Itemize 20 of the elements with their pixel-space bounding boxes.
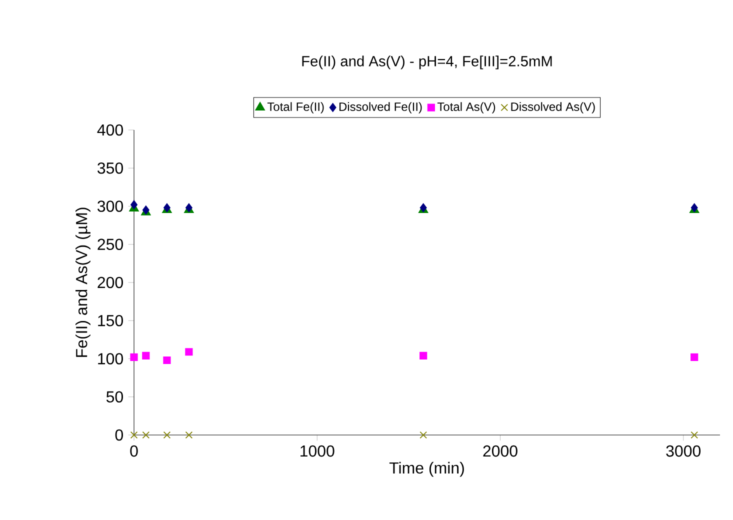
y-tick-label: 400 [97,124,123,136]
y-axis-title: Fe(II) and As(V) (µM) [76,208,90,357]
x-tick-label: 1000 [300,445,334,457]
y-tick-label: 200 [98,276,123,288]
legend-label: Total As(V) [437,102,496,114]
chart-title: Fe(II) and As(V) - pH=4, Fe[III]=2.5mM [302,56,552,70]
x-axis-title: Time (min) [389,462,464,477]
legend-label: Dissolved Fe(II) [339,102,422,114]
y-tick-label: 100 [98,353,123,364]
x-tick-label: 3000 [666,445,701,457]
x-tick-label: 2000 [483,445,518,457]
y-tick-label: 350 [98,162,123,174]
y-tick-label: 150 [98,314,123,326]
legend-label: Total Fe(II) [267,102,324,114]
y-tick-label: 0 [115,429,123,441]
legend-label: Dissolved As(V) [511,102,595,114]
y-tick-label: 50 [106,391,123,403]
y-tick-label: 250 [98,238,123,250]
x-tick-label: 0 [130,445,138,457]
y-tick-label: 300 [98,200,123,212]
